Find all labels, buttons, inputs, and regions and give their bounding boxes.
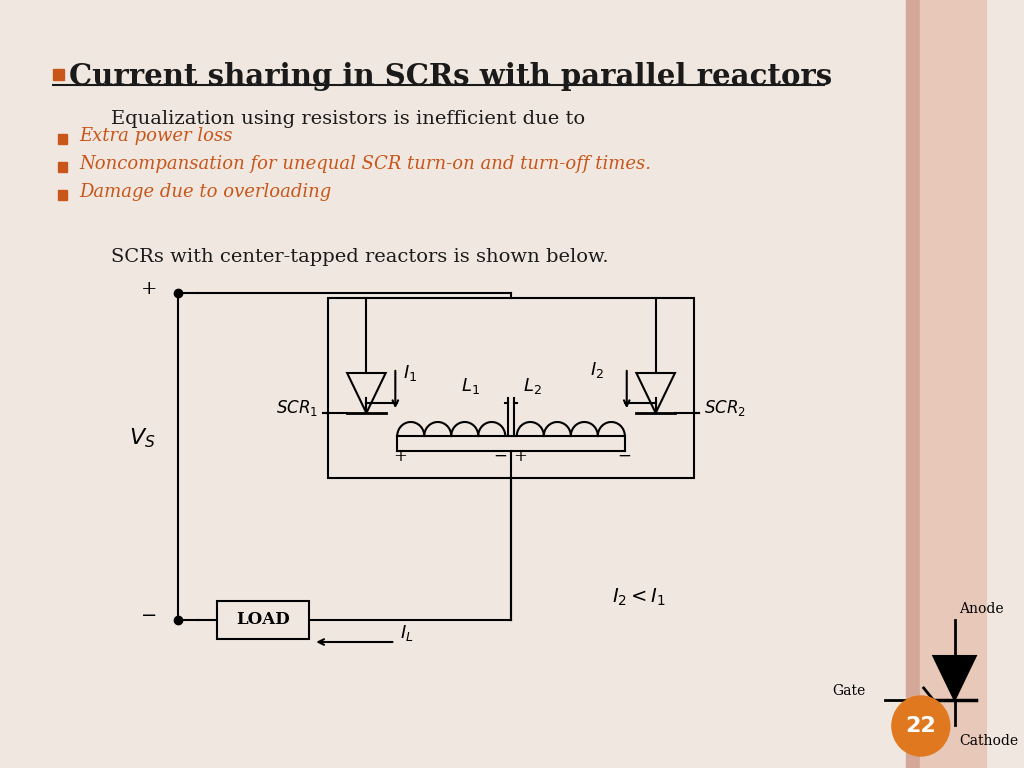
Text: +: + <box>393 448 408 465</box>
Text: $I_2 < I_1$: $I_2 < I_1$ <box>612 587 667 608</box>
Text: SCRs with center-tapped reactors is shown below.: SCRs with center-tapped reactors is show… <box>111 248 608 266</box>
Text: Anode: Anode <box>959 602 1004 616</box>
Bar <box>57 134 68 144</box>
Bar <box>57 162 68 172</box>
Text: $L_1$: $L_1$ <box>461 376 480 396</box>
Text: LOAD: LOAD <box>236 611 290 628</box>
Text: Cathode: Cathode <box>959 734 1019 748</box>
Text: $I_2$: $I_2$ <box>590 360 604 380</box>
Text: Damage due to overloading: Damage due to overloading <box>79 183 332 201</box>
Text: −: − <box>494 448 508 465</box>
Text: +: + <box>513 448 526 465</box>
Text: $SCR_2$: $SCR_2$ <box>703 398 745 418</box>
Text: Equalization using resistors is inefficient due to: Equalization using resistors is ineffici… <box>111 110 585 128</box>
Bar <box>53 69 63 80</box>
Bar <box>57 190 68 200</box>
Text: 22: 22 <box>905 716 936 736</box>
Bar <box>920 0 987 768</box>
Text: $I_L$: $I_L$ <box>400 623 414 643</box>
Polygon shape <box>933 656 976 700</box>
Circle shape <box>892 696 949 756</box>
Bar <box>906 0 920 768</box>
Text: $L_2$: $L_2$ <box>522 376 542 396</box>
Text: −: − <box>140 607 157 625</box>
Text: Gate: Gate <box>833 684 866 698</box>
Text: Noncompansation for unequal SCR turn-on and turn-off times.: Noncompansation for unequal SCR turn-on … <box>79 155 651 173</box>
Text: Extra power loss: Extra power loss <box>79 127 232 145</box>
Text: $V_S$: $V_S$ <box>129 426 156 450</box>
Bar <box>328 298 694 478</box>
Text: +: + <box>140 280 157 298</box>
Text: $I_1$: $I_1$ <box>403 363 417 383</box>
Text: Current sharing in SCRs with parallel reactors: Current sharing in SCRs with parallel re… <box>70 62 833 91</box>
Bar <box>217 601 308 639</box>
Text: −: − <box>617 448 631 465</box>
Text: $SCR_1$: $SCR_1$ <box>276 398 318 418</box>
